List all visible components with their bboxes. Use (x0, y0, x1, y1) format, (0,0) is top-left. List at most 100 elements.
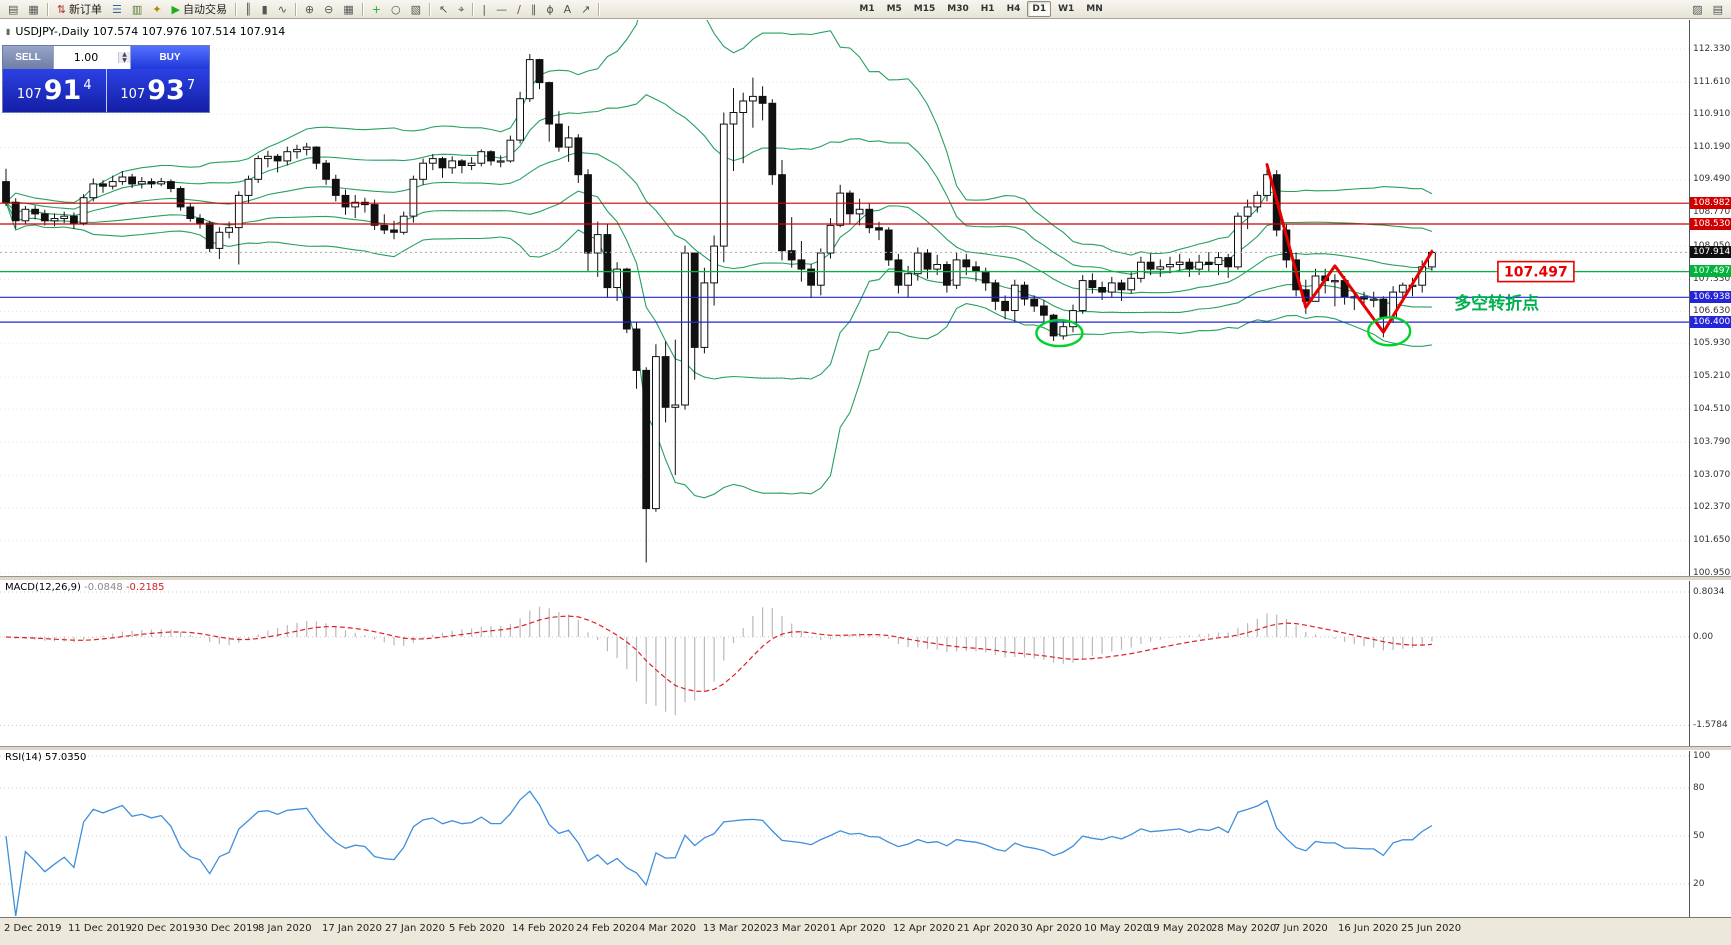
candle (1379, 298, 1388, 319)
price-axis-label: 109.490 (1693, 174, 1731, 185)
vertical-line-button[interactable]: | (478, 1, 490, 18)
candle (1398, 284, 1407, 293)
line-chart-icon: ∿ (277, 2, 287, 16)
text-label-button[interactable]: A (560, 1, 576, 18)
periods-button[interactable]: ○ (387, 1, 405, 18)
market-watch-button[interactable]: ☰ (108, 1, 126, 18)
templates-button[interactable]: ▧ (407, 1, 425, 18)
sell-price-prefix: 107 (16, 86, 42, 102)
candle (60, 215, 69, 219)
tile-windows-button[interactable]: ▦ (339, 1, 357, 18)
candle (273, 155, 282, 162)
chart-canvas[interactable]: 多空转折点 107.497 (0, 0, 1731, 917)
autotrading-button[interactable]: ▶ 自动交易 (168, 1, 231, 18)
timeframe-m5-button[interactable]: M5 (886, 4, 902, 14)
price-callout-box[interactable] (1497, 260, 1575, 283)
candle (176, 188, 185, 208)
candle (128, 176, 136, 185)
sell-price[interactable]: 107 91 4 (3, 69, 106, 112)
price-axis-label: 112.330 (1693, 43, 1731, 54)
buy-price-pip: 7 (186, 77, 196, 93)
lot-size-input[interactable]: 1.00 ▲ ▼ (53, 46, 131, 69)
chart-title-text: USDJPY-,Daily 107.574 107.976 107.514 10… (15, 25, 286, 38)
candle (380, 224, 389, 231)
candlestick-chart-icon: ▮ (261, 2, 268, 16)
date-label: 5 Feb 2020 (449, 923, 505, 934)
new-order-button[interactable]: ⇅ 新订单 (53, 1, 106, 18)
note-text[interactable]: 多空转折点 (1454, 293, 1539, 314)
timeframe-m30-button[interactable]: M30 (947, 4, 969, 14)
candle (855, 208, 864, 215)
rsi-axis-label: 20 (1693, 878, 1705, 889)
candle (409, 178, 418, 217)
timeframe-m1-button[interactable]: M1 (859, 4, 875, 14)
timeframe-w1-button[interactable]: W1 (1058, 4, 1075, 14)
indicators-button[interactable]: + (368, 1, 385, 18)
time-axis[interactable]: 2 Dec 2019 11 Dec 2019 20 Dec 2019 30 Dec 2… (0, 917, 1731, 945)
date-label: 10 May 2020 (1084, 923, 1150, 934)
candle (1078, 280, 1087, 312)
timeframe-m15-button[interactable]: M15 (913, 4, 936, 14)
buy-price[interactable]: 107 93 7 (105, 69, 210, 112)
candle (1107, 282, 1116, 293)
one-click-prices: 107 91 4 107 93 7 (3, 69, 209, 112)
price-axis[interactable]: 112.330 111.610 110.910 110.190 109.490 108.7… (1690, 0, 1731, 917)
trend-line-icon: ∕ (517, 2, 521, 16)
date-label: 21 Apr 2020 (957, 923, 1019, 934)
price-axis-label: 108.770 (1693, 207, 1731, 218)
date-label: 2 Dec 2019 (4, 923, 62, 934)
chart-window-button[interactable]: ▨ (1688, 1, 1706, 18)
timeframe-h4-button[interactable]: H4 (1006, 4, 1021, 14)
toolbar-separator (598, 2, 601, 16)
lot-increase-button[interactable]: ▲ (119, 52, 130, 58)
panel-separator[interactable] (0, 576, 1731, 581)
price-axis-tag: 106.938 (1690, 290, 1731, 303)
buy-price-main: 93 (147, 75, 185, 106)
line-chart-button[interactable]: ∿ (274, 1, 291, 18)
price-axis-label: 103.070 (1693, 469, 1731, 480)
bar-chart-button[interactable]: ║ (241, 1, 256, 18)
lot-decrease-button[interactable]: ▼ (119, 57, 130, 63)
timeframe-d1-button[interactable]: D1 (1027, 1, 1052, 17)
help-button[interactable]: ▤ (1709, 1, 1727, 18)
candle (225, 227, 233, 233)
candlestick-chart-button[interactable]: ▮ (258, 1, 272, 18)
timeframe-h1-button[interactable]: H1 (980, 4, 995, 14)
arrow-tools-button[interactable]: ↗ (577, 1, 594, 18)
candle (390, 229, 398, 233)
navigator-button[interactable]: ✦ (148, 1, 165, 18)
cursor-button[interactable]: ↖ (435, 1, 452, 18)
horizontal-line-button[interactable]: — (492, 1, 511, 18)
data-window-button[interactable]: ▥ (128, 1, 146, 18)
fibonacci-button[interactable]: ϕ (542, 1, 557, 18)
channel-icon: ∥ (530, 2, 537, 16)
profiles-button[interactable]: ▦ (24, 1, 42, 18)
candle (642, 369, 651, 510)
channel-button[interactable]: ∥ (527, 1, 541, 18)
crosshair-icon: ⌖ (458, 2, 465, 16)
highlight-ellipse[interactable] (1366, 316, 1412, 347)
price-axis-tag: 106.400 (1690, 315, 1731, 328)
macd-signal-value: -0.2185 (125, 582, 165, 593)
zoom-out-button[interactable]: ⊖ (320, 1, 337, 18)
date-label: 23 Mar 2020 (766, 923, 830, 934)
candle (758, 95, 767, 104)
candle (438, 158, 447, 169)
trend-line-button[interactable]: ∕ (513, 1, 525, 18)
candle (962, 259, 971, 268)
highlight-ellipse[interactable] (1035, 318, 1084, 348)
trend-zigzag-line[interactable] (1265, 163, 1434, 334)
candle (118, 176, 127, 183)
macd-histogram (15, 606, 1433, 716)
timeframe-mn-button[interactable]: MN (1086, 4, 1103, 14)
crosshair-button[interactable]: ⌖ (454, 1, 468, 18)
new-chart-button[interactable]: ▤ (4, 1, 22, 18)
buy-button[interactable]: BUY (131, 46, 209, 69)
toolbar-right-group: ▨ ▤ (1687, 1, 1728, 18)
price-axis-label: 101.650 (1693, 535, 1731, 546)
zoom-in-button[interactable]: ⊕ (301, 1, 318, 18)
candle (1224, 257, 1233, 268)
candle (1069, 310, 1077, 328)
sell-button[interactable]: SELL (3, 46, 53, 69)
panel-separator[interactable] (0, 746, 1731, 751)
